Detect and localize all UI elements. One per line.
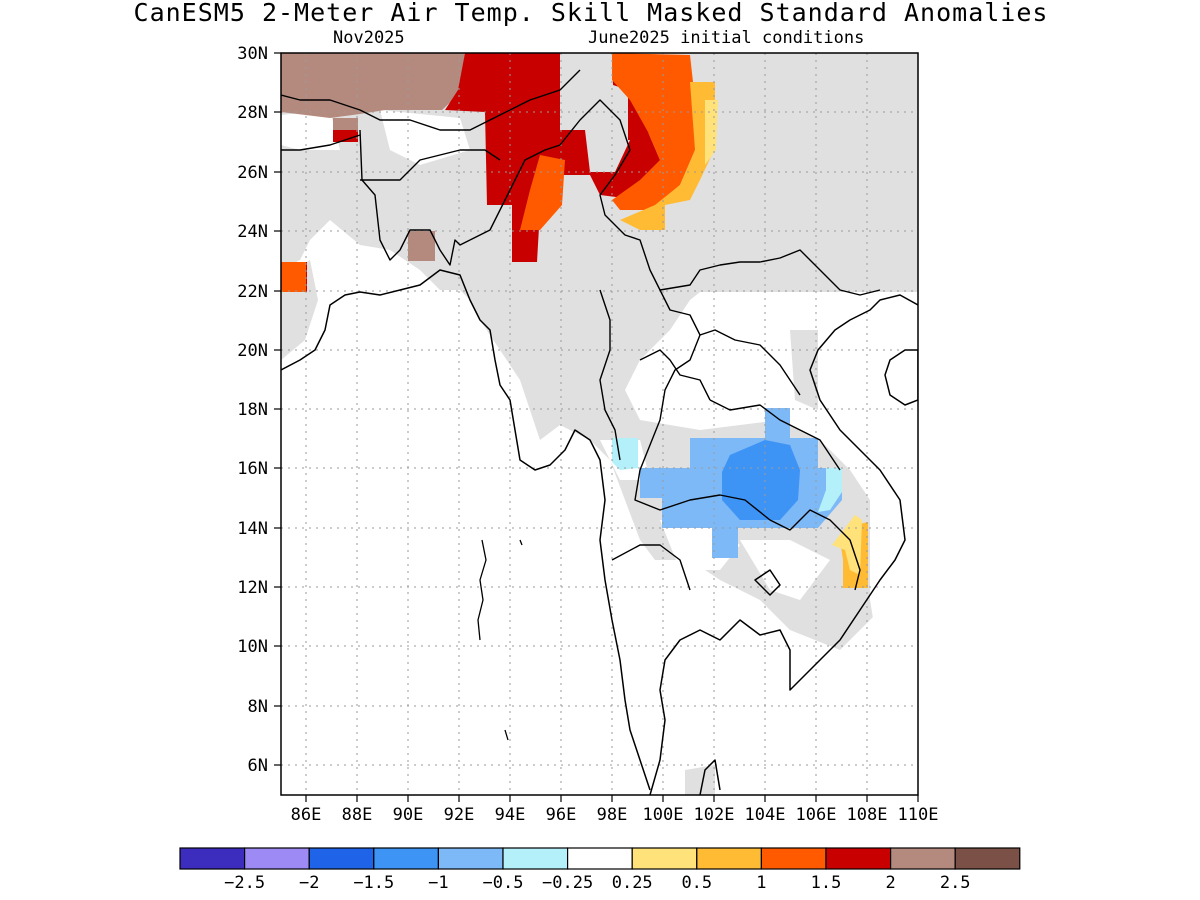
country-borders: [281, 69, 881, 591]
y-tick-label: 30N: [237, 44, 268, 64]
anomaly-0-25-to-0-5: [705, 100, 862, 575]
colorbar-swatch: [179, 847, 246, 870]
colorbar: −2.5 −2 −1.5 −1 −0.5 −0.25 0.25 0.5 1 1.5 2 2.5: [179, 847, 1021, 893]
forecast-month-label: Nov2025: [333, 28, 405, 48]
colorbar-swatch: [696, 847, 762, 870]
colorbar-swatch: [631, 847, 698, 870]
colorbar-label: −0.5: [483, 873, 524, 893]
colorbar-swatch: [437, 847, 504, 870]
x-tick-label: 110E: [898, 805, 939, 825]
x-tick-label: 86E: [291, 805, 322, 825]
y-tick-label: 16N: [237, 459, 268, 479]
colorbar-label: 0.5: [681, 873, 712, 893]
colorbar-swatch: [244, 847, 310, 870]
colorbar-swatch: [566, 847, 633, 870]
colorbar-label: −1.5: [353, 873, 394, 893]
colorbar-label: −2.5: [224, 873, 265, 893]
colorbar-swatch: [954, 847, 1021, 870]
y-tick-label: 8N: [248, 697, 268, 717]
map-frame: [280, 52, 919, 796]
x-tick-label: 108E: [847, 805, 888, 825]
colorbar-swatch: [889, 847, 956, 870]
x-tick-label: 90E: [393, 805, 424, 825]
colorbar-label: −0.25: [542, 873, 593, 893]
coastlines: [281, 269, 918, 795]
colorbar-swatch: [825, 847, 892, 870]
colorbar-label: 0.25: [612, 873, 653, 893]
colorbar-label: −2: [299, 873, 319, 893]
colorbar-swatch: [502, 847, 569, 870]
colorbar-swatch: [373, 847, 439, 870]
y-tick-label: 28N: [237, 103, 268, 123]
anomaly-1-to-1-5: [281, 53, 695, 292]
colorbar-swatch: [308, 847, 375, 870]
gridlines: [281, 53, 918, 795]
y-tick-label: 26N: [237, 163, 268, 183]
x-tick-label: 88E: [342, 805, 373, 825]
y-tick-label: 6N: [248, 756, 268, 776]
map-title: CanESM5 2-Meter Air Temp. Skill Masked S…: [133, 0, 1049, 27]
x-tick-label: 96E: [546, 805, 577, 825]
x-tick-label: 106E: [796, 805, 837, 825]
x-tick-label: 100E: [643, 805, 684, 825]
y-tick-label: 24N: [237, 222, 268, 242]
y-tick-label: 10N: [237, 637, 268, 657]
colorbar-label: 1: [756, 873, 766, 893]
x-tick-label: 94E: [495, 805, 526, 825]
x-tick-label: 92E: [444, 805, 475, 825]
y-tick-label: 22N: [237, 282, 268, 302]
axis-ticks: [274, 52, 919, 802]
x-tick-label: 98E: [597, 805, 628, 825]
andaman-islands: [477, 539, 523, 741]
map-plot-area: [281, 53, 918, 795]
latitude-labels: 6N 8N 10N 12N 14N 16N 18N 20N 22N 24N 26…: [237, 44, 268, 776]
x-tick-label: 104E: [745, 805, 786, 825]
longitude-labels: 86E 88E 90E 92E 94E 96E 98E 100E 102E 10…: [291, 805, 939, 825]
initial-conditions-label: June2025 initial conditions: [588, 28, 865, 48]
y-tick-label: 20N: [237, 341, 268, 361]
y-tick-label: 18N: [237, 400, 268, 420]
colorbar-label: 1.5: [811, 873, 842, 893]
colorbar-label: 2: [885, 873, 895, 893]
colorbar-label: 2.5: [940, 873, 971, 893]
anomaly-minus-0-5-to-minus-0-25: [612, 438, 842, 512]
x-tick-label: 102E: [694, 805, 735, 825]
colorbar-label: −1: [428, 873, 448, 893]
y-tick-label: 12N: [237, 578, 268, 598]
y-tick-label: 14N: [237, 519, 268, 539]
colorbar-swatch: [760, 847, 827, 870]
